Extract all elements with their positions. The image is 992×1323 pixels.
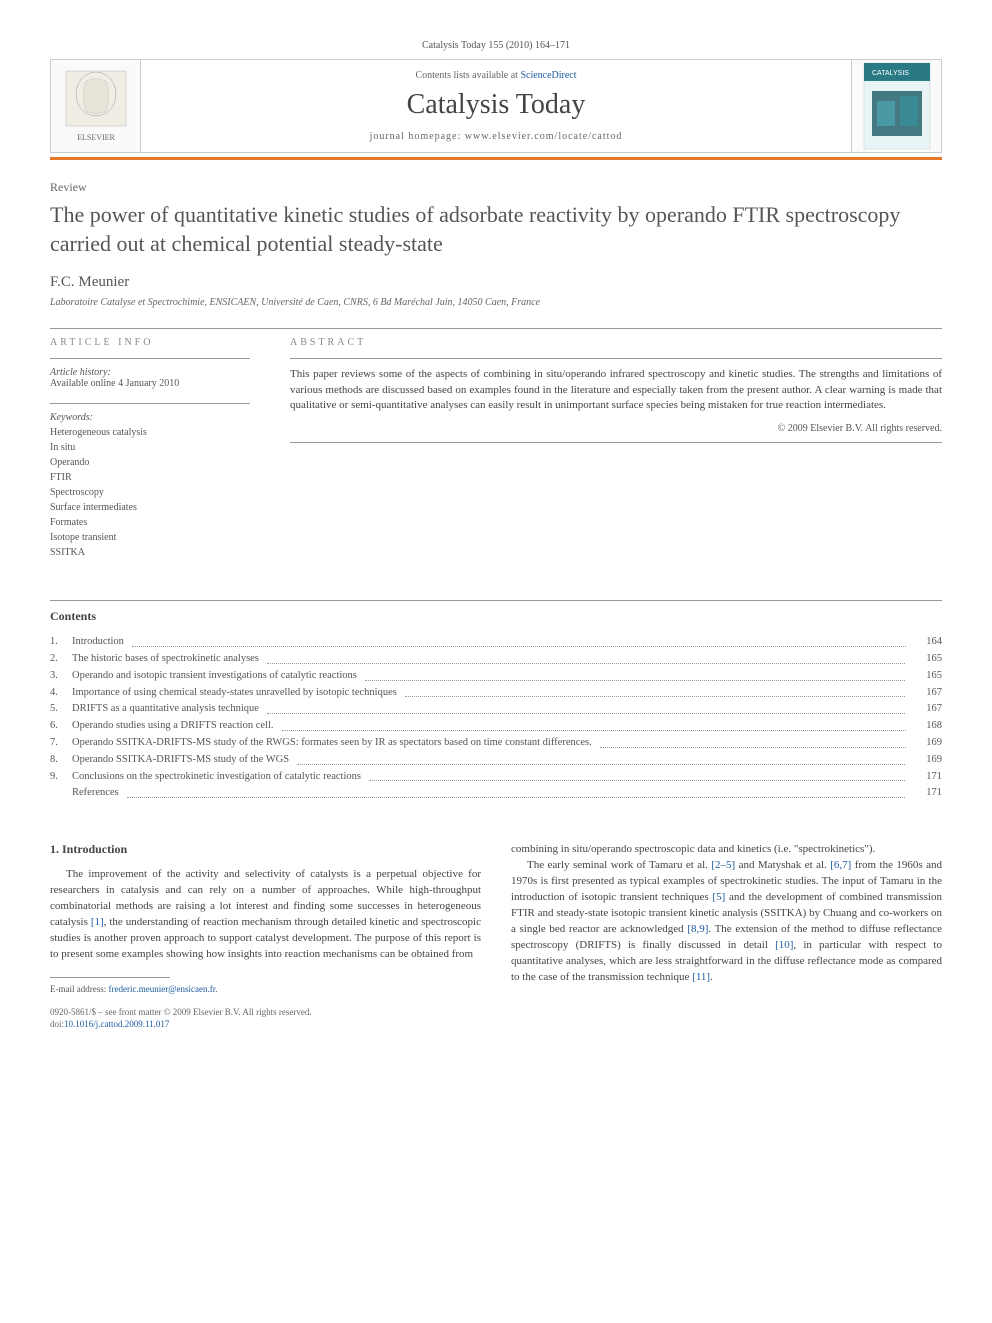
abstract-column: ABSTRACT This paper reviews some of the … — [290, 337, 942, 560]
toc-page: 171 — [906, 785, 942, 802]
elsevier-label: ELSEVIER — [77, 133, 115, 142]
toc-title: Importance of using chemical steady-stat… — [72, 685, 906, 702]
toc-row[interactable]: 3.Operando and isotopic transient invest… — [50, 668, 942, 685]
keyword: Heterogeneous catalysis — [50, 425, 250, 440]
toc-number: 9. — [50, 769, 72, 786]
body-paragraph: combining in situ/operando spectroscopic… — [511, 842, 942, 858]
toc-number: 2. — [50, 651, 72, 668]
journal-cover-thumb: CATALYSIS — [851, 60, 941, 152]
article-type: Review — [50, 180, 942, 195]
doi-link[interactable]: 10.1016/j.cattod.2009.11.017 — [64, 1019, 169, 1029]
toc-title: Operando studies using a DRIFTS reaction… — [72, 718, 906, 735]
table-of-contents: 1.Introduction1642.The historic bases of… — [50, 634, 942, 802]
toc-page: 168 — [906, 718, 942, 735]
keyword: Isotope transient — [50, 530, 250, 545]
introduction-heading: 1. Introduction — [50, 842, 481, 857]
keyword: FTIR — [50, 470, 250, 485]
abstract-label: ABSTRACT — [290, 337, 942, 348]
toc-row[interactable]: 4.Importance of using chemical steady-st… — [50, 685, 942, 702]
toc-row[interactable]: References171 — [50, 785, 942, 802]
journal-name: Catalysis Today — [161, 89, 831, 121]
body-paragraph: The improvement of the activity and sele… — [50, 867, 481, 963]
toc-title: DRIFTS as a quantitative analysis techni… — [72, 701, 906, 718]
toc-page: 164 — [906, 634, 942, 651]
abstract-text: This paper reviews some of the aspects o… — [290, 367, 942, 413]
toc-title: Conclusions on the spectrokinetic invest… — [72, 769, 906, 786]
toc-row[interactable]: 8.Operando SSITKA-DRIFTS-MS study of the… — [50, 752, 942, 769]
journal-header: ELSEVIER Contents lists available at Sci… — [50, 59, 942, 153]
footnote-divider — [50, 977, 170, 978]
keyword: Formates — [50, 515, 250, 530]
article-info-column: ARTICLE INFO Article history: Available … — [50, 337, 250, 560]
toc-title: Introduction — [72, 634, 906, 651]
section-divider — [50, 328, 942, 329]
toc-page: 165 — [906, 651, 942, 668]
header-center: Contents lists available at ScienceDirec… — [141, 60, 851, 152]
toc-number: 6. — [50, 718, 72, 735]
footer-copyright: 0920-5861/$ – see front matter © 2009 El… — [50, 1006, 481, 1031]
toc-number: 3. — [50, 668, 72, 685]
toc-page: 169 — [906, 752, 942, 769]
toc-title: Operando SSITKA-DRIFTS-MS study of the R… — [72, 735, 906, 752]
toc-page: 165 — [906, 668, 942, 685]
author-name: F.C. Meunier — [50, 274, 942, 291]
keyword: Operando — [50, 455, 250, 470]
citation-link[interactable]: [1] — [91, 916, 104, 928]
toc-page: 167 — [906, 685, 942, 702]
contents-heading: Contents — [50, 609, 942, 624]
article-title: The power of quantitative kinetic studie… — [50, 201, 942, 258]
citation-link[interactable]: [5] — [712, 891, 725, 903]
keywords-list: Heterogeneous catalysis In situ Operando… — [50, 425, 250, 560]
cover-title: CATALYSIS — [872, 70, 909, 77]
toc-number: 7. — [50, 735, 72, 752]
elsevier-logo: ELSEVIER — [51, 60, 141, 152]
left-column: 1. Introduction The improvement of the a… — [50, 842, 481, 1031]
keyword: In situ — [50, 440, 250, 455]
toc-title: The historic bases of spectrokinetic ana… — [72, 651, 906, 668]
toc-row[interactable]: 5.DRIFTS as a quantitative analysis tech… — [50, 701, 942, 718]
toc-row[interactable]: 2.The historic bases of spectrokinetic a… — [50, 651, 942, 668]
author-affiliation: Laboratoire Catalyse et Spectrochimie, E… — [50, 297, 942, 308]
toc-number: 4. — [50, 685, 72, 702]
toc-number — [50, 785, 72, 802]
sciencedirect-link[interactable]: ScienceDirect — [520, 70, 576, 81]
toc-title: References — [72, 785, 906, 802]
keyword: SSITKA — [50, 545, 250, 560]
copyright-text: © 2009 Elsevier B.V. All rights reserved… — [290, 423, 942, 434]
toc-number: 8. — [50, 752, 72, 769]
journal-citation: Catalysis Today 155 (2010) 164–171 — [50, 40, 942, 51]
citation-link[interactable]: [2–5] — [711, 859, 735, 871]
toc-number: 1. — [50, 634, 72, 651]
citation-link[interactable]: [10] — [775, 939, 793, 951]
toc-page: 171 — [906, 769, 942, 786]
keywords-label: Keywords: — [50, 412, 250, 423]
email-link[interactable]: frederic.meunier@ensicaen.fr — [108, 984, 215, 994]
orange-divider — [50, 157, 942, 160]
toc-title: Operando SSITKA-DRIFTS-MS study of the W… — [72, 752, 906, 769]
citation-link[interactable]: [8,9] — [687, 923, 708, 935]
toc-row[interactable]: 9.Conclusions on the spectrokinetic inve… — [50, 769, 942, 786]
toc-row[interactable]: 1.Introduction164 — [50, 634, 942, 651]
citation-link[interactable]: [11] — [692, 971, 710, 983]
right-column: combining in situ/operando spectroscopic… — [511, 842, 942, 1031]
toc-row[interactable]: 7.Operando SSITKA-DRIFTS-MS study of the… — [50, 735, 942, 752]
toc-title: Operando and isotopic transient investig… — [72, 668, 906, 685]
keyword: Spectroscopy — [50, 485, 250, 500]
history-label: Article history: — [50, 367, 250, 378]
email-footnote: E-mail address: frederic.meunier@ensicae… — [50, 984, 481, 994]
toc-page: 169 — [906, 735, 942, 752]
contents-available: Contents lists available at ScienceDirec… — [161, 70, 831, 81]
body-paragraph: The early seminal work of Tamaru et al. … — [511, 858, 942, 986]
citation-link[interactable]: [6,7] — [830, 859, 851, 871]
journal-homepage: journal homepage: www.elsevier.com/locat… — [161, 131, 831, 142]
history-text: Available online 4 January 2010 — [50, 378, 250, 389]
keyword: Surface intermediates — [50, 500, 250, 515]
article-info-label: ARTICLE INFO — [50, 337, 250, 348]
toc-number: 5. — [50, 701, 72, 718]
toc-row[interactable]: 6.Operando studies using a DRIFTS reacti… — [50, 718, 942, 735]
toc-page: 167 — [906, 701, 942, 718]
